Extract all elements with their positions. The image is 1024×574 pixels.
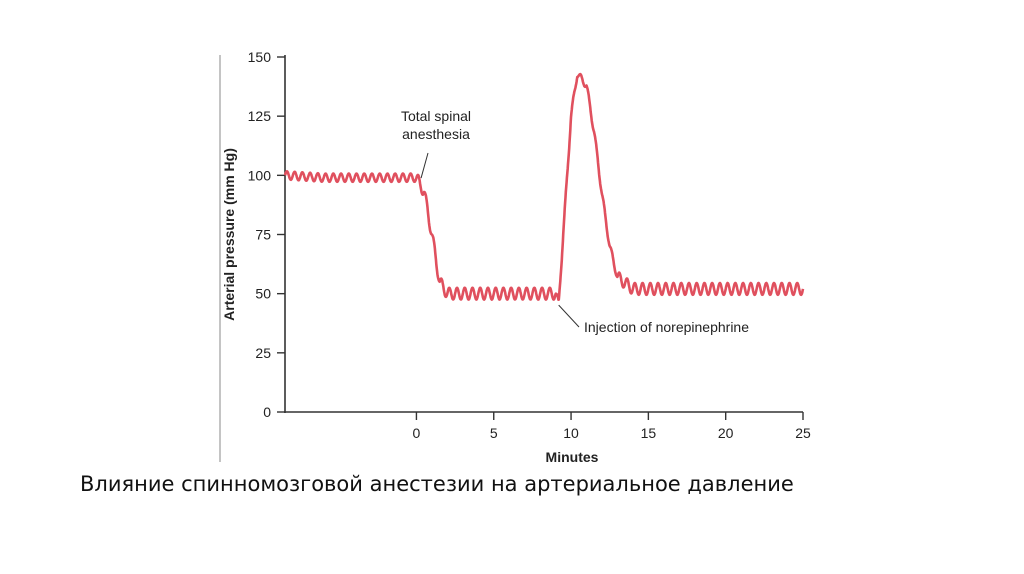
x-tick-label: 5 xyxy=(490,425,498,441)
y-tick-label: 50 xyxy=(255,286,271,302)
chart-axes: 0 25 50 75 100 125 150 0 5 10 15 20 25 Minutes Arteria… xyxy=(221,49,811,465)
y-axis-title: Arterial pressure (mm Hg) xyxy=(221,148,237,321)
y-tick-label: 125 xyxy=(248,108,272,124)
y-tick-label: 100 xyxy=(248,167,272,183)
x-tick-label: 0 xyxy=(413,425,421,441)
chart-marks xyxy=(283,72,805,301)
x-tick-label: 15 xyxy=(641,425,657,441)
y-tick-label: 75 xyxy=(255,227,271,243)
annotation-total-spinal: Total spinal anesthesia xyxy=(401,108,471,179)
x-axis-title: Minutes xyxy=(546,449,599,465)
x-tick-label: 20 xyxy=(718,425,734,441)
slide-caption: Влияние спинномозговой анестезии на арте… xyxy=(80,472,794,496)
x-tick-label: 25 xyxy=(795,425,811,441)
series-line xyxy=(283,72,805,301)
annotation-leader-line xyxy=(420,152,429,179)
y-tick-label: 25 xyxy=(255,345,271,361)
y-tick-label: 150 xyxy=(248,49,272,65)
chart-annotations: Total spinal anesthesia Injection of norep… xyxy=(401,108,749,335)
annotation-text: Total spinal xyxy=(401,108,471,124)
x-tick-label: 10 xyxy=(563,425,579,441)
annotation-leader-line xyxy=(558,304,580,328)
y-tick-label: 0 xyxy=(263,404,271,420)
annotation-text: Injection of norepinephrine xyxy=(584,319,749,335)
annotation-text: anesthesia xyxy=(402,126,470,142)
annotation-norepinephrine: Injection of norepinephrine xyxy=(558,304,749,335)
